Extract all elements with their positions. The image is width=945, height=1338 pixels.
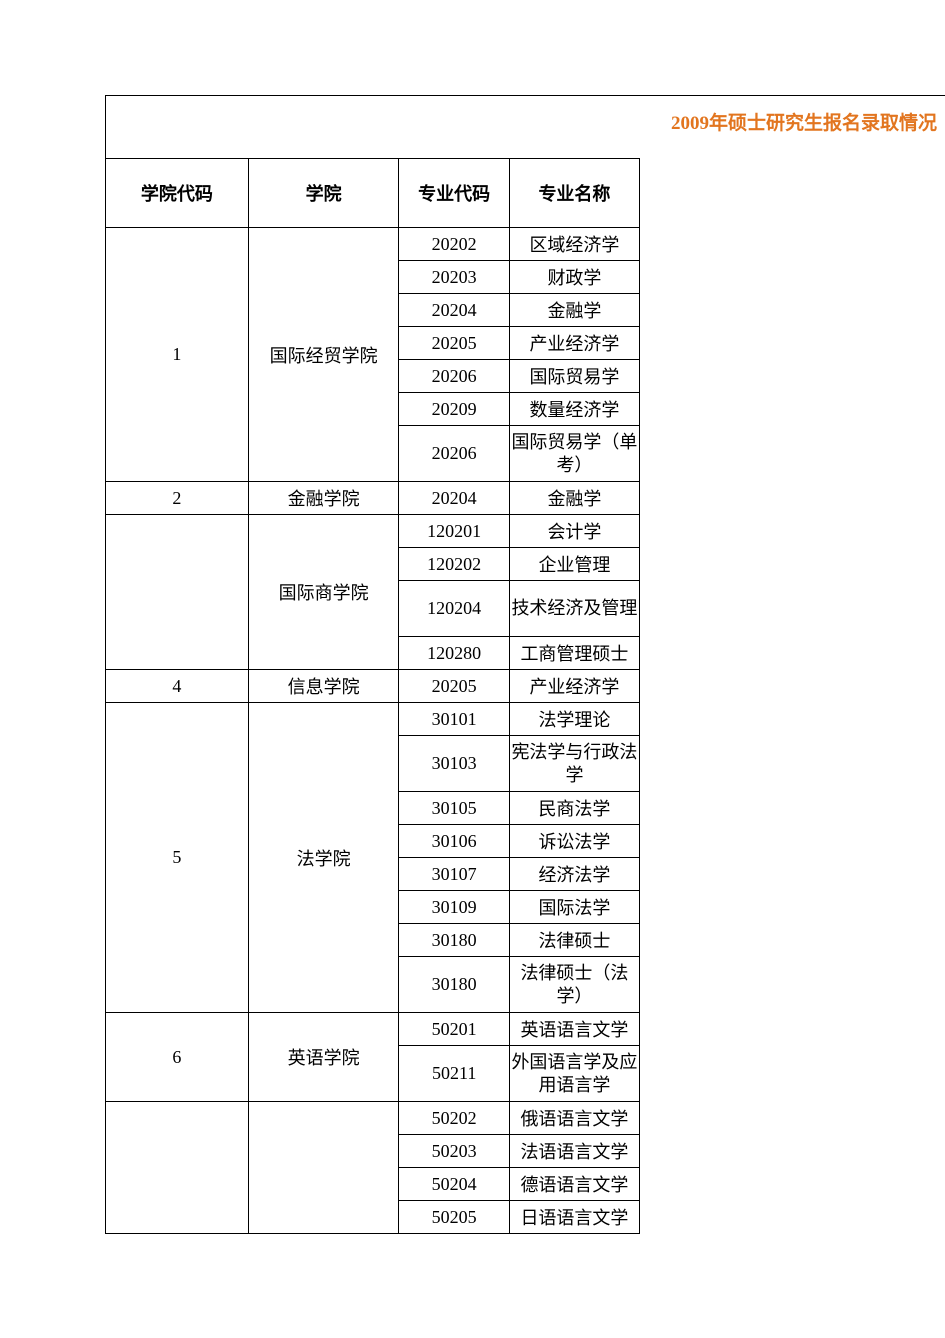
table-row: 国际商学院120201会计学 — [106, 515, 640, 548]
table-row: 50202俄语语言文学 — [106, 1102, 640, 1135]
page-frame: 2009年硕士研究生报名录取情况 学院代码 学院 专业代码 专业名称 1国际经贸… — [105, 95, 945, 1234]
cell-major-code: 50211 — [399, 1046, 509, 1102]
cell-college — [248, 1102, 399, 1234]
cell-major-name: 俄语语言文学 — [509, 1102, 639, 1135]
cell-major-name: 国际贸易学 — [509, 360, 639, 393]
cell-major-name: 技术经济及管理 — [509, 581, 639, 637]
cell-major-code: 30103 — [399, 736, 509, 792]
page-title: 2009年硕士研究生报名录取情况 — [671, 113, 937, 134]
cell-major-name: 会计学 — [509, 515, 639, 548]
cell-college: 信息学院 — [248, 670, 399, 703]
header-college-code: 学院代码 — [106, 159, 248, 228]
cell-major-code: 50204 — [399, 1168, 509, 1201]
cell-major-name: 宪法学与行政法学 — [509, 736, 639, 792]
cell-major-name: 外国语言学及应用语言学 — [509, 1046, 639, 1102]
table-row: 1国际经贸学院20202区域经济学 — [106, 228, 640, 261]
cell-major-name: 民商法学 — [509, 792, 639, 825]
table-row: 4信息学院20205产业经济学 — [106, 670, 640, 703]
cell-major-code: 30101 — [399, 703, 509, 736]
cell-major-name: 英语语言文学 — [509, 1013, 639, 1046]
cell-college-code: 5 — [106, 703, 248, 1013]
cell-major-code: 50202 — [399, 1102, 509, 1135]
cell-major-code: 120280 — [399, 637, 509, 670]
cell-major-name: 产业经济学 — [509, 670, 639, 703]
cell-college-code — [106, 515, 248, 670]
table-row: 2金融学院20204金融学 — [106, 482, 640, 515]
cell-major-code: 20206 — [399, 360, 509, 393]
cell-major-name: 数量经济学 — [509, 393, 639, 426]
cell-college-code: 4 — [106, 670, 248, 703]
cell-college-code — [106, 1102, 248, 1234]
cell-major-name: 企业管理 — [509, 548, 639, 581]
cell-major-code: 50205 — [399, 1201, 509, 1234]
cell-major-name: 法律硕士 — [509, 924, 639, 957]
cell-major-code: 30180 — [399, 924, 509, 957]
cell-major-code: 30109 — [399, 891, 509, 924]
header-college: 学院 — [248, 159, 399, 228]
cell-major-name: 区域经济学 — [509, 228, 639, 261]
header-major-name: 专业名称 — [509, 159, 639, 228]
cell-major-name: 经济法学 — [509, 858, 639, 891]
cell-college-code: 6 — [106, 1013, 248, 1102]
cell-major-name: 国际贸易学（单考） — [509, 426, 639, 482]
cell-major-code: 120201 — [399, 515, 509, 548]
cell-major-code: 20209 — [399, 393, 509, 426]
cell-major-name: 法律硕士（法学） — [509, 957, 639, 1013]
cell-college-code: 1 — [106, 228, 248, 482]
table-row: 5法学院30101法学理论 — [106, 703, 640, 736]
cell-major-code: 120202 — [399, 548, 509, 581]
cell-major-code: 30180 — [399, 957, 509, 1013]
cell-college: 法学院 — [248, 703, 399, 1013]
cell-major-name: 国际法学 — [509, 891, 639, 924]
cell-college-code: 2 — [106, 482, 248, 515]
cell-major-code: 20202 — [399, 228, 509, 261]
title-row: 2009年硕士研究生报名录取情况 — [106, 96, 945, 158]
cell-major-code: 30107 — [399, 858, 509, 891]
cell-major-code: 20203 — [399, 261, 509, 294]
cell-major-code: 30106 — [399, 825, 509, 858]
cell-major-name: 产业经济学 — [509, 327, 639, 360]
cell-major-name: 日语语言文学 — [509, 1201, 639, 1234]
cell-major-name: 金融学 — [509, 482, 639, 515]
cell-major-code: 20206 — [399, 426, 509, 482]
cell-major-code: 20204 — [399, 294, 509, 327]
cell-major-code: 20205 — [399, 327, 509, 360]
cell-college: 金融学院 — [248, 482, 399, 515]
cell-major-code: 20204 — [399, 482, 509, 515]
cell-major-name: 德语语言文学 — [509, 1168, 639, 1201]
cell-major-name: 诉讼法学 — [509, 825, 639, 858]
cell-major-name: 金融学 — [509, 294, 639, 327]
cell-college: 国际经贸学院 — [248, 228, 399, 482]
cell-major-name: 工商管理硕士 — [509, 637, 639, 670]
header-major-code: 专业代码 — [399, 159, 509, 228]
cell-major-code: 50203 — [399, 1135, 509, 1168]
data-table: 学院代码 学院 专业代码 专业名称 1国际经贸学院20202区域经济学20203… — [106, 158, 640, 1234]
cell-major-code: 50201 — [399, 1013, 509, 1046]
cell-major-name: 财政学 — [509, 261, 639, 294]
cell-major-name: 法学理论 — [509, 703, 639, 736]
cell-major-name: 法语语言文学 — [509, 1135, 639, 1168]
cell-major-code: 20205 — [399, 670, 509, 703]
cell-major-code: 30105 — [399, 792, 509, 825]
header-row: 学院代码 学院 专业代码 专业名称 — [106, 159, 640, 228]
cell-college: 国际商学院 — [248, 515, 399, 670]
cell-major-code: 120204 — [399, 581, 509, 637]
table-row: 6英语学院50201英语语言文学 — [106, 1013, 640, 1046]
cell-college: 英语学院 — [248, 1013, 399, 1102]
